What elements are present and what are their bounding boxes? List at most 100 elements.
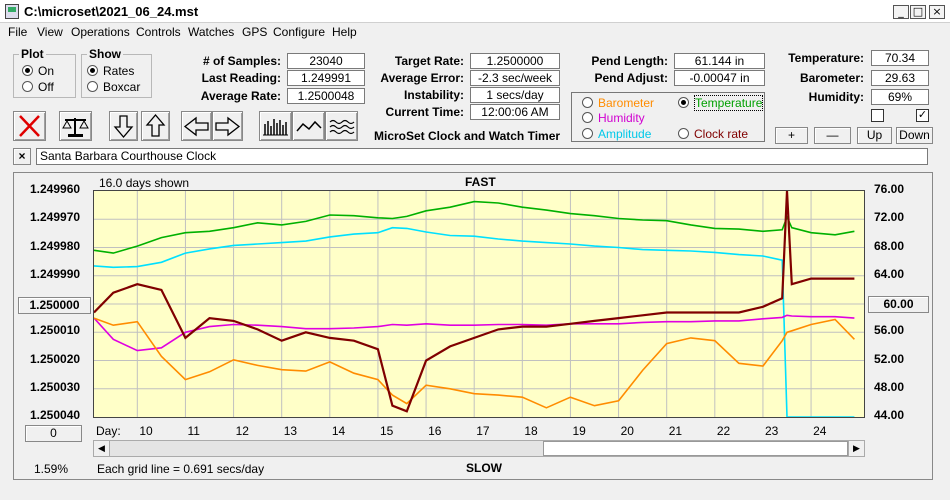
plot-on-radio[interactable]: On bbox=[22, 64, 54, 78]
humidity-label: Humidity: bbox=[808, 90, 864, 104]
average-rate-label: Average Rate: bbox=[200, 89, 281, 103]
x-tick-label: 23 bbox=[764, 424, 779, 438]
overlay-clock-rate-radio[interactable]: Clock rate bbox=[678, 127, 748, 141]
overlay-temperature-radio[interactable]: Temperature bbox=[678, 95, 764, 111]
show-rates-label: Rates bbox=[103, 64, 135, 78]
show-boxcar-radio[interactable]: Boxcar bbox=[87, 80, 140, 94]
scroll-thumb[interactable] bbox=[543, 441, 848, 456]
menu-operations[interactable]: Operations bbox=[71, 25, 130, 39]
left-tick-label: 1.249990 bbox=[30, 266, 81, 281]
right-tick-label: 64.00 bbox=[874, 266, 905, 281]
left-arrow-button[interactable] bbox=[181, 111, 212, 141]
menu-file[interactable]: File bbox=[8, 25, 28, 39]
plot-off-label: Off bbox=[38, 80, 54, 94]
left-center-button[interactable]: 1.250000 bbox=[18, 297, 91, 314]
left-tick-label: 1.249970 bbox=[30, 210, 81, 225]
plot-off-radio[interactable]: Off bbox=[22, 80, 54, 94]
x-tick-label: 10 bbox=[139, 424, 153, 438]
down-arrow-button[interactable] bbox=[109, 111, 138, 141]
right-arrow-button[interactable] bbox=[212, 111, 243, 141]
plus-button[interactable]: + bbox=[775, 127, 808, 144]
percent-label: 1.59% bbox=[34, 462, 69, 476]
stop-button[interactable] bbox=[13, 111, 46, 141]
overlay-barometer-radio[interactable]: Barometer bbox=[582, 96, 654, 110]
scroll-right-arrow[interactable]: ▶ bbox=[848, 441, 864, 456]
close-button[interactable]: × bbox=[929, 5, 945, 19]
line-graph-button[interactable] bbox=[292, 111, 325, 141]
title-bar bbox=[0, 0, 950, 23]
clock-name-input[interactable]: Santa Barbara Courthouse Clock bbox=[36, 148, 928, 165]
pend-adjust-label: Pend Adjust: bbox=[594, 71, 668, 85]
barometer-label: Barometer: bbox=[799, 71, 864, 85]
menu-controls[interactable]: Controls bbox=[136, 25, 181, 39]
overlay-amplitude-radio[interactable]: Amplitude bbox=[582, 127, 651, 141]
bar-graph-button[interactable] bbox=[259, 111, 292, 141]
down-button[interactable]: Down bbox=[896, 127, 933, 144]
right-tick-label: 72.00 bbox=[874, 210, 905, 225]
samples-label: # of Samples: bbox=[202, 54, 281, 68]
minus-button[interactable]: — bbox=[814, 127, 851, 144]
plot-group-title: Plot bbox=[19, 47, 46, 61]
barometer-value: 29.63 bbox=[871, 70, 929, 86]
horizontal-scrollbar[interactable]: ◀ ▶ bbox=[93, 440, 865, 457]
plot-group: Plot On Off bbox=[13, 47, 76, 98]
plot-on-label: On bbox=[38, 64, 55, 78]
day-label: Day: bbox=[96, 424, 121, 438]
x-tick-label: 17 bbox=[476, 424, 490, 438]
red-x-icon bbox=[19, 115, 40, 137]
grid-note: Each grid line = 0.691 secs/day bbox=[97, 462, 265, 476]
checkbox-right[interactable]: ✓ bbox=[916, 109, 929, 122]
app-name: MicroSet Clock and Watch Timer bbox=[374, 129, 561, 143]
menu-help[interactable]: Help bbox=[332, 25, 357, 39]
checkbox-left[interactable] bbox=[871, 109, 884, 122]
menu-watches[interactable]: Watches bbox=[188, 25, 235, 39]
left-tick-label: 1.250010 bbox=[30, 323, 81, 338]
overlay-barometer-label: Barometer bbox=[598, 96, 655, 110]
x-tick-label: 18 bbox=[524, 424, 538, 438]
left-tick-label: 1.250020 bbox=[30, 351, 81, 366]
current-time-label: Current Time: bbox=[385, 105, 464, 119]
plot-area[interactable] bbox=[93, 190, 865, 418]
x-tick-label: 21 bbox=[668, 424, 683, 438]
fast-label: FAST bbox=[465, 175, 496, 189]
radio-empty-icon bbox=[582, 112, 593, 123]
x-tick-label: 19 bbox=[572, 424, 586, 438]
left-tick-label: 1.249960 bbox=[30, 182, 81, 196]
radio-empty-icon bbox=[22, 81, 33, 92]
minimize-button[interactable]: _ bbox=[893, 5, 909, 19]
average-error-label: Average Error: bbox=[380, 71, 464, 85]
arrow-left-icon bbox=[183, 116, 209, 137]
menu-gps[interactable]: GPS bbox=[242, 25, 268, 39]
overlay-humidity-radio[interactable]: Humidity bbox=[582, 111, 645, 125]
maximize-button[interactable]: □ bbox=[910, 5, 926, 19]
last-reading-value: 1.249991 bbox=[287, 70, 365, 86]
overlay-temperature-label: Temperature bbox=[694, 95, 764, 111]
app-icon[interactable] bbox=[5, 4, 19, 19]
right-tick-label: 48.00 bbox=[874, 379, 905, 394]
up-button[interactable]: Up bbox=[857, 127, 892, 144]
temperature-label: Temperature: bbox=[788, 51, 864, 65]
balance-button[interactable] bbox=[59, 111, 92, 141]
days-shown-label: 16.0 days shown bbox=[99, 176, 190, 190]
humidity-value: 69% bbox=[871, 89, 929, 105]
series-line-humidity bbox=[93, 314, 855, 352]
up-arrow-button[interactable] bbox=[141, 111, 170, 141]
close-clock-button[interactable]: × bbox=[13, 148, 31, 165]
average-rate-value: 1.2500048 bbox=[287, 88, 365, 104]
scroll-left-arrow[interactable]: ◀ bbox=[94, 441, 110, 456]
show-rates-radio[interactable]: Rates bbox=[87, 64, 134, 78]
menu-view[interactable]: View bbox=[37, 25, 63, 39]
zero-button[interactable]: 0 bbox=[25, 425, 82, 442]
right-center-button[interactable]: 60.00 bbox=[868, 296, 929, 313]
smooth-graph-button[interactable] bbox=[325, 111, 358, 141]
x-tick-label: 24 bbox=[813, 424, 827, 438]
menu-bar: File View Operations Controls Watches GP… bbox=[0, 23, 950, 41]
show-group-title: Show bbox=[87, 47, 123, 61]
wave-icon bbox=[329, 119, 355, 135]
series-line-clock-rate bbox=[93, 190, 855, 413]
arrow-down-icon bbox=[113, 115, 134, 139]
line-graph-icon bbox=[296, 120, 322, 132]
series-line-temperature bbox=[93, 200, 855, 254]
menu-configure[interactable]: Configure bbox=[273, 25, 326, 39]
x-tick-label: 22 bbox=[716, 424, 731, 438]
